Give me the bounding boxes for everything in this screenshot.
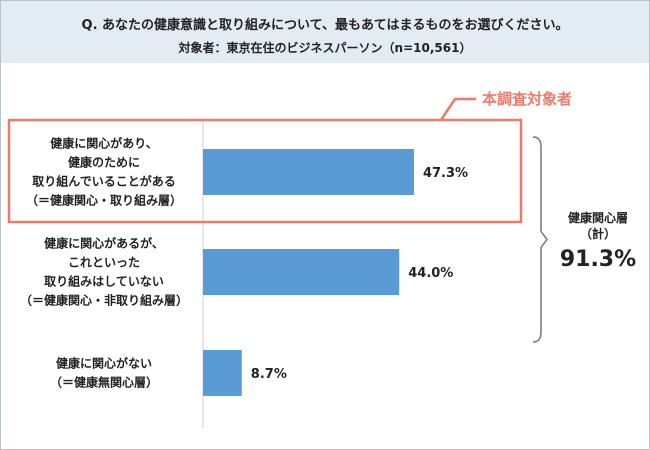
category-label-2-line-2: これといった xyxy=(68,256,140,270)
category-label-2-line-3: 取り組みはしていない xyxy=(44,274,164,289)
chart-header: Q. あなたの健康意識と取り組みについて、最もあてはまるものをお選びください。 … xyxy=(1,1,649,63)
group-bracket xyxy=(532,136,548,343)
category-label-3-line-1: 健康に関心がない xyxy=(56,356,152,371)
bar-2 xyxy=(203,249,400,295)
category-label-3-line-2: （＝健康無関心層） xyxy=(50,375,158,390)
highlight-box xyxy=(7,118,523,224)
group-total: 91.3% xyxy=(560,247,636,272)
highlight-label: 本調査対象者 xyxy=(482,90,572,108)
bar-1 xyxy=(203,149,414,195)
category-label-1-line-1: 健康に関心があり、 xyxy=(50,136,158,151)
question-title: Q. あなたの健康意識と取り組みについて、最もあてはまるものをお選びください。 xyxy=(81,18,569,33)
category-label-1-line-3: 取り組んでいることがある xyxy=(32,174,175,189)
value-label-2: 44.0% xyxy=(408,266,453,281)
category-label-1-line-4: （＝健康関心・取り組み層） xyxy=(26,193,182,208)
category-label-1-line-2: 健康のために xyxy=(68,155,140,170)
highlight-callout-line xyxy=(439,97,476,121)
bar-3 xyxy=(203,350,242,396)
group-label-line-2: （計） xyxy=(580,226,616,241)
category-label-2-line-1: 健康に関心があるが、 xyxy=(44,236,164,251)
group-label-line-1: 健康関心層 xyxy=(568,210,628,225)
survey-subtitle: 対象者：東京在住のビジネスパーソン（n=10,561） xyxy=(178,41,472,55)
category-label-2-line-4: （＝健康関心・非取り組み層） xyxy=(20,293,188,308)
value-label-3: 8.7% xyxy=(251,367,287,382)
value-label-1: 47.3% xyxy=(423,166,468,181)
